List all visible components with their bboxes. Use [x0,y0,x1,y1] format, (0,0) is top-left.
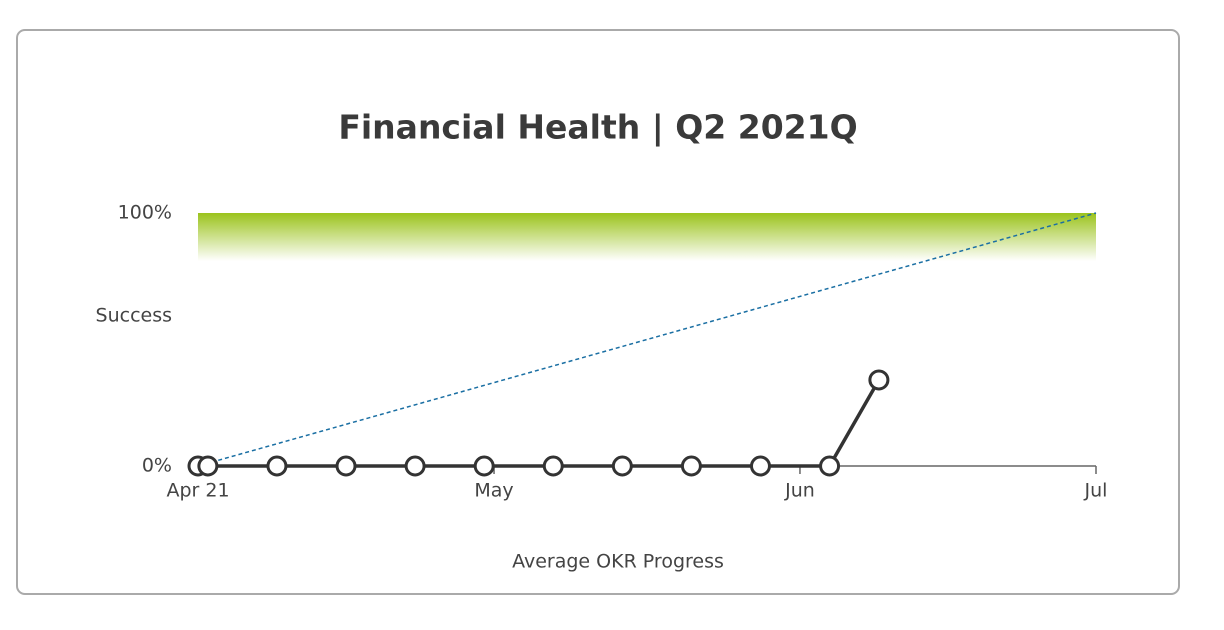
point-marker [680,455,702,477]
card [16,29,1180,595]
x-tick-label: May [474,480,513,502]
x-axis-title: Average OKR Progress [512,551,724,573]
success-band [198,213,1096,262]
point-marker [611,455,633,477]
point-marker [197,455,219,477]
point-marker [335,455,357,477]
x-tick-label: Jul [1084,480,1108,502]
point-marker [868,369,890,391]
y-tick-label: 0% [142,455,172,477]
y-tick-label: 100% [118,202,172,224]
point-marker [404,455,426,477]
point-marker [819,455,841,477]
x-tick-label: Apr 21 [166,480,229,502]
y-axis-title: Success [96,305,172,327]
point-marker [473,455,495,477]
x-tick-label: Jun [784,480,815,502]
point-marker [749,455,771,477]
point-marker [542,455,564,477]
series-line [197,212,1097,467]
series-line [198,379,881,468]
point-marker [266,455,288,477]
chart-title: Financial Health | Q2 2021Q [338,108,857,147]
